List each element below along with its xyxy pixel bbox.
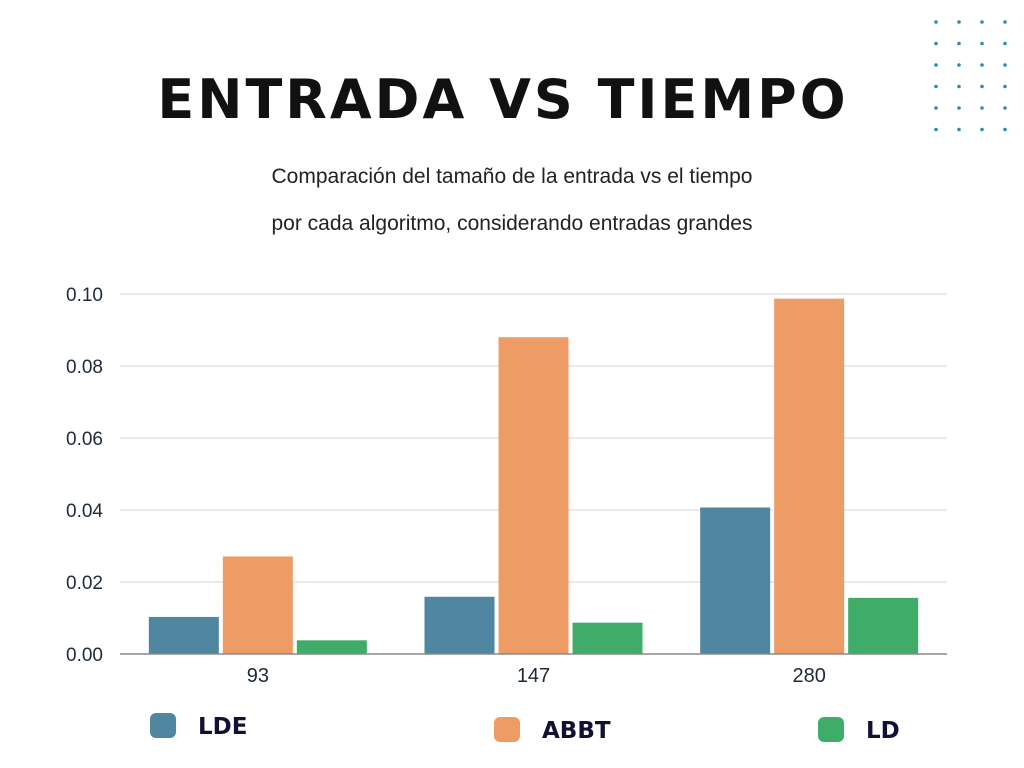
decorative-dot (1003, 20, 1007, 24)
decorative-dot (934, 63, 938, 67)
x-tick-label: 147 (517, 665, 550, 687)
x-axis-ticks: 93 147 280 (247, 665, 826, 687)
y-axis-ticks: 0.00 0.02 0.04 0.06 0.08 0.10 (66, 285, 103, 666)
decorative-dot (934, 41, 938, 46)
y-tick-label: 0.08 (66, 357, 103, 378)
decorative-dot (980, 63, 984, 67)
legend-label-lde: LDE (198, 714, 247, 740)
decorative-dot (1003, 63, 1007, 67)
decorative-dot (957, 63, 961, 67)
bar-abbt-280 (774, 298, 845, 654)
decorative-dot (1003, 41, 1007, 46)
decorative-dot (980, 41, 984, 46)
y-tick-label: 0.04 (66, 501, 103, 522)
legend-swatch-ld (818, 717, 844, 742)
bar-ld-93 (296, 640, 367, 654)
decorative-dot (934, 20, 938, 24)
y-tick-label: 0.02 (66, 573, 103, 594)
decorative-dot (934, 106, 938, 110)
chart-subtitle-line-1: Comparación del tamaño de la entrada vs … (272, 165, 753, 188)
legend-swatch-abbt (494, 717, 520, 742)
bar-lde-280 (700, 507, 771, 654)
decorative-dot-grid (934, 20, 1007, 132)
legend-label-abbt: ABBT (542, 718, 611, 744)
legend-swatch-lde (150, 713, 176, 738)
decorative-dot (934, 127, 938, 132)
decorative-dot (980, 84, 984, 89)
decorative-dot (957, 106, 961, 110)
decorative-dot (957, 20, 961, 24)
bar-ld-280 (848, 597, 919, 654)
legend: LDE ABBT LD (150, 713, 900, 744)
bars (148, 298, 919, 654)
decorative-dot (934, 84, 938, 89)
decorative-dot (1003, 127, 1007, 132)
bar-lde-147 (424, 596, 495, 654)
decorative-dot (980, 127, 984, 132)
y-tick-label: 0.06 (66, 429, 103, 450)
bar-abbt-93 (222, 556, 293, 654)
x-tick-label: 93 (247, 665, 269, 687)
chart-subtitle-line-2: por cada algoritmo, considerando entrada… (272, 212, 753, 235)
bar-abbt-147 (498, 337, 569, 654)
y-tick-label: 0.10 (66, 285, 103, 306)
decorative-dot (980, 20, 984, 24)
bar-lde-93 (148, 616, 219, 654)
x-tick-label: 280 (792, 665, 825, 687)
chart-title: ENTRADA VS TIEMPO (157, 68, 848, 131)
y-tick-label: 0.00 (66, 645, 103, 666)
decorative-dot (1003, 84, 1007, 89)
bar-ld-147 (572, 622, 643, 654)
decorative-dot (957, 127, 961, 132)
legend-label-ld: LD (866, 718, 900, 744)
decorative-dot (957, 84, 961, 89)
decorative-dot (957, 41, 961, 46)
decorative-dot (1003, 106, 1007, 110)
decorative-dot (980, 106, 984, 110)
